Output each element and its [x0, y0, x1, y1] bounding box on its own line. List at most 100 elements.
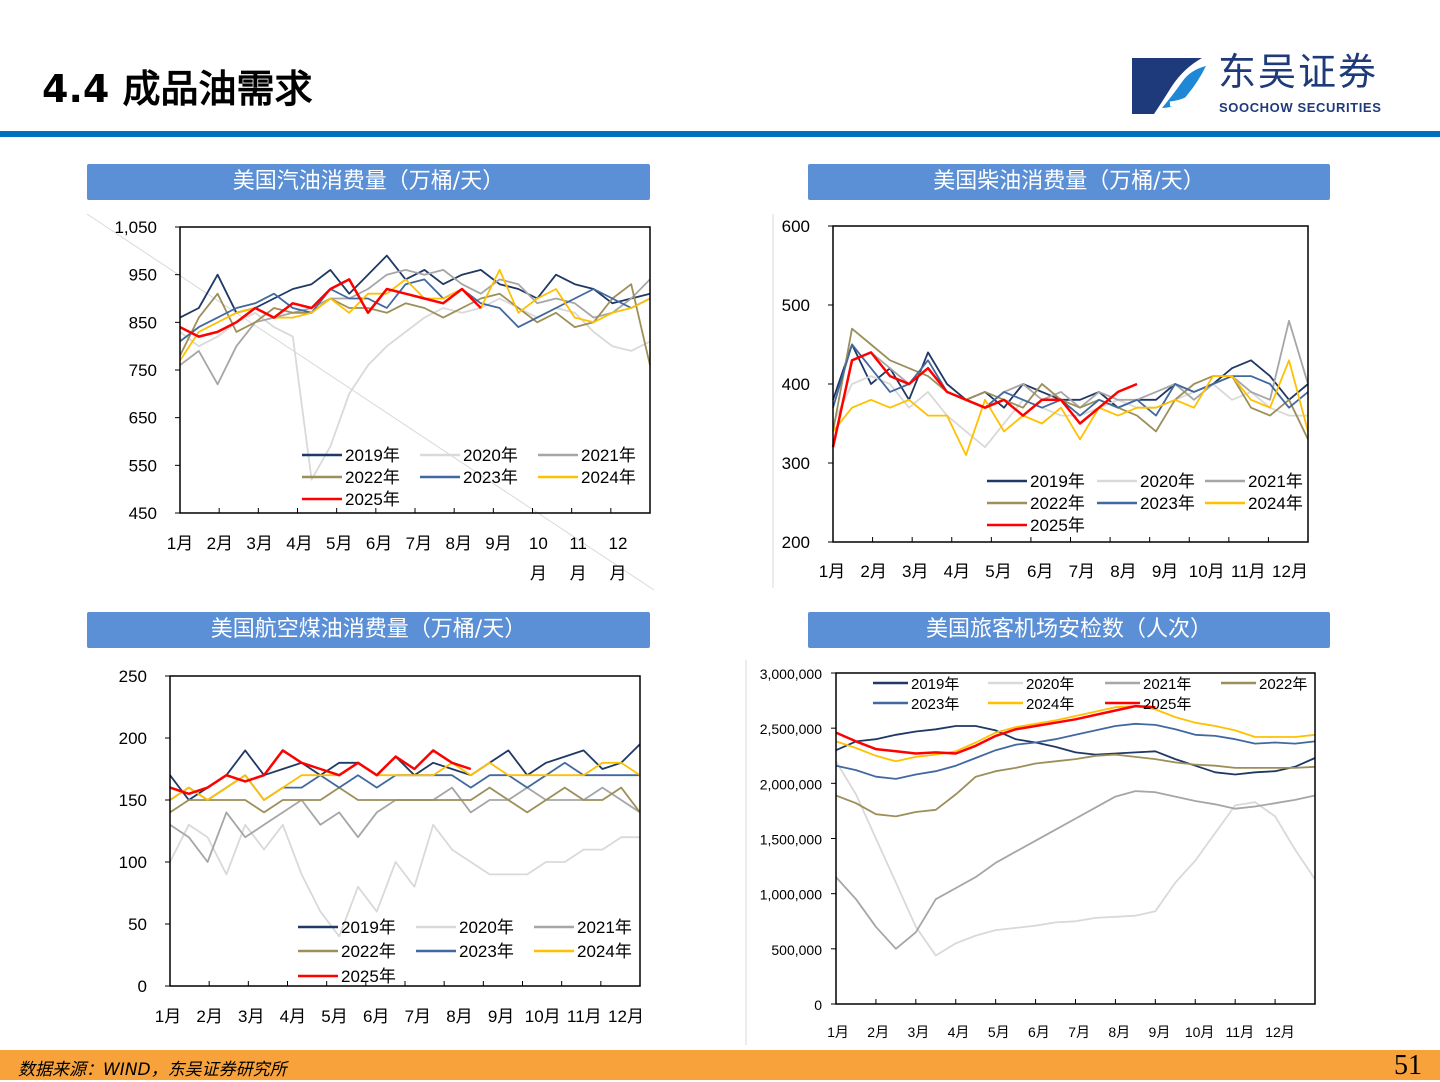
x-tick-label: 12月 — [608, 1007, 644, 1026]
legend-label: 2019年 — [345, 446, 400, 465]
gasoline-chart-title: 美国汽油消费量（万桶/天） — [87, 164, 650, 200]
x-tick-label: 4月 — [948, 1024, 970, 1040]
y-tick-label: 3,000,000 — [760, 666, 822, 682]
y-tick-label: 50 — [128, 915, 147, 934]
x-tick-label: 8月 — [1110, 562, 1136, 581]
legend-label: 2021年 — [1143, 676, 1191, 693]
x-tick-label: 5月 — [985, 562, 1011, 581]
legend-label: 2022年 — [1259, 676, 1307, 693]
x-tick-label: 10月 — [1185, 1024, 1215, 1040]
x-tick-label: 7月 — [1068, 1024, 1090, 1040]
series-line-2020 — [835, 760, 1316, 957]
legend-label: 2019年 — [341, 918, 396, 937]
legend-label: 2023年 — [1140, 494, 1195, 513]
x-tick-label: 9月 — [1152, 562, 1178, 581]
data-source: 数据来源：WIND，东吴证券研究所 — [18, 1060, 287, 1080]
y-tick-label: 150 — [119, 791, 147, 810]
series-line-2019 — [179, 254, 651, 319]
x-tick-label: 2月 — [860, 562, 886, 581]
series-line-2022 — [179, 283, 651, 366]
series-line-2021 — [179, 268, 651, 386]
y-tick-label: 100 — [119, 853, 147, 872]
x-tick-label: 8月 — [1108, 1024, 1130, 1040]
jetfuel-chart-title: 美国航空煤油消费量（万桶/天） — [87, 612, 650, 648]
series-line-2024 — [835, 705, 1316, 763]
x-tick-label: 7月 — [1069, 562, 1095, 581]
tsa-chart-title: 美国旅客机场安检数（人次） — [808, 612, 1330, 648]
series-line-2020 — [832, 375, 1308, 449]
x-tick-label: 3月 — [907, 1024, 929, 1040]
x-tick-label: 5月 — [321, 1007, 347, 1026]
series-line-2021 — [169, 786, 641, 863]
legend-label: 2025年 — [1030, 516, 1085, 535]
series-line-2025 — [831, 351, 1138, 448]
x-tick-label: 10月 — [525, 1007, 561, 1026]
x-tick-label: 9月 — [485, 534, 511, 553]
x-tick-label-line: 月 — [570, 564, 587, 583]
legend-label: 2023年 — [459, 942, 514, 961]
x-tick-label: 4月 — [286, 534, 312, 553]
legend: 2019年 2020年 2021年 2022年 2023年 2024年 2025年 — [873, 676, 1307, 713]
legend: 2019年 2020年 2021年 2022年 2023年 2024年 2025年 — [298, 918, 632, 986]
x-tick-label: 6月 — [366, 534, 392, 553]
series-line-2020 — [169, 823, 640, 938]
series-line-2019 — [169, 743, 641, 801]
legend-label: 2019年 — [911, 676, 959, 693]
y-tick-label: 1,050 — [114, 218, 157, 237]
legend-label: 2022年 — [341, 942, 396, 961]
y-tick-label: 950 — [129, 266, 157, 285]
x-tick-label-line: 月 — [530, 564, 547, 583]
plot-area-frame — [832, 225, 1309, 543]
y-tick-label: 1,500,000 — [760, 832, 822, 848]
legend-label: 2023年 — [911, 696, 959, 713]
y-tick-label: 2,000,000 — [760, 776, 822, 792]
series-line-2021 — [835, 790, 1316, 950]
x-tick-label: 6月 — [1027, 562, 1053, 581]
x-tick-label: 11 月 — [569, 534, 587, 583]
legend-label: 2020年 — [459, 918, 514, 937]
x-tick-label: 9月 — [488, 1007, 514, 1026]
legend-label: 2024年 — [581, 468, 636, 487]
tsa-chart: 3,000,000 2,500,000 2,000,000 1,500,000 1,00… — [745, 660, 1316, 1045]
legend-label: 2024年 — [1026, 696, 1074, 713]
diesel-chart-title: 美国柴油消费量（万桶/天） — [808, 164, 1330, 200]
legend: 2019年 2020年 2021年 2022年 2023年 2024年 2025年 — [302, 446, 636, 509]
series-line-2019 — [835, 725, 1316, 776]
series-line-2025 — [169, 749, 472, 796]
legend-label: 2021年 — [581, 446, 636, 465]
x-tick-label: 9月 — [1149, 1024, 1171, 1040]
x-tick-label: 1月 — [155, 1007, 181, 1026]
logo-text-cn: 东吴证券 — [1218, 50, 1379, 94]
x-tick-label-line: 11 — [569, 534, 587, 553]
logo-text-en: SOOCHOW SECURITIES — [1219, 100, 1382, 115]
x-tick-label: 5月 — [326, 534, 352, 553]
x-tick-label-line: 10 — [529, 534, 548, 553]
y-tick-label: 400 — [782, 375, 810, 394]
plot-area-frame — [835, 672, 1316, 1005]
legend-label: 2019年 — [1030, 472, 1085, 491]
y-tick-label: 750 — [129, 361, 157, 380]
y-tick-label: 200 — [782, 533, 810, 552]
y-tick-label: 500,000 — [771, 942, 822, 958]
panel-separator — [86, 213, 655, 591]
series-line-2022 — [169, 786, 641, 814]
x-tick-label: 2月 — [207, 534, 233, 553]
x-tick-label: 12月 — [1265, 1024, 1295, 1040]
x-tick-label: 2月 — [867, 1024, 889, 1040]
y-tick-label: 450 — [129, 504, 157, 523]
x-tick-label: 7月 — [405, 1007, 431, 1026]
y-tick-label: 250 — [119, 667, 147, 686]
x-tick-label: 8月 — [445, 534, 471, 553]
x-tick-label: 1月 — [167, 534, 193, 553]
x-tick-label: 6月 — [363, 1007, 389, 1026]
x-tick-label: 4月 — [280, 1007, 306, 1026]
header-divider — [0, 131, 1440, 137]
x-tick-label: 3月 — [246, 534, 272, 553]
x-tick-label: 11月 — [1231, 562, 1266, 581]
legend-label: 2020年 — [463, 446, 518, 465]
series-line-2023 — [169, 761, 640, 801]
y-tick-label: 600 — [782, 217, 810, 236]
x-tick-label: 11月 — [1226, 1024, 1255, 1040]
